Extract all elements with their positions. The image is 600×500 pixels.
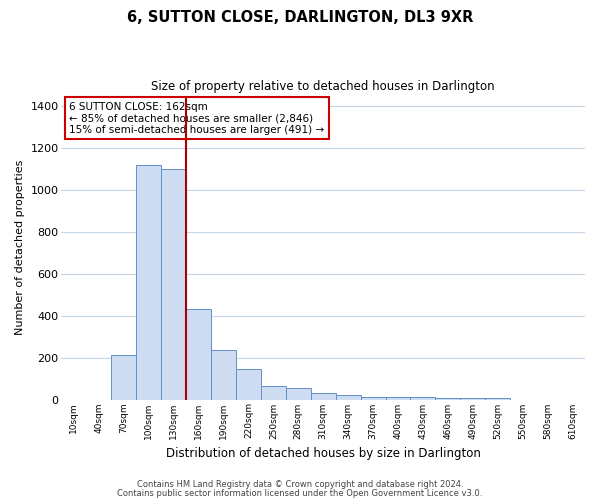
Bar (311, 393, 335, 400)
Bar (386, 398, 410, 400)
Bar (211, 350, 236, 400)
Text: 6 SUTTON CLOSE: 162sqm
← 85% of detached houses are smaller (2,846)
15% of semi-: 6 SUTTON CLOSE: 162sqm ← 85% of detached… (70, 102, 325, 135)
Bar (335, 396, 361, 400)
Bar (136, 164, 161, 400)
Bar (485, 398, 510, 400)
Bar (161, 169, 186, 400)
Bar (112, 356, 136, 400)
Bar (460, 398, 485, 400)
Bar (436, 398, 460, 400)
Bar (361, 398, 386, 400)
Bar (236, 369, 261, 400)
Bar (261, 386, 286, 400)
Y-axis label: Number of detached properties: Number of detached properties (15, 160, 25, 335)
Bar (286, 388, 311, 400)
Text: Contains HM Land Registry data © Crown copyright and database right 2024.: Contains HM Land Registry data © Crown c… (137, 480, 463, 489)
Text: Contains public sector information licensed under the Open Government Licence v3: Contains public sector information licen… (118, 488, 482, 498)
Text: 6, SUTTON CLOSE, DARLINGTON, DL3 9XR: 6, SUTTON CLOSE, DARLINGTON, DL3 9XR (127, 10, 473, 25)
X-axis label: Distribution of detached houses by size in Darlington: Distribution of detached houses by size … (166, 447, 481, 460)
Bar (410, 398, 436, 400)
Bar (186, 310, 211, 400)
Title: Size of property relative to detached houses in Darlington: Size of property relative to detached ho… (151, 80, 495, 93)
